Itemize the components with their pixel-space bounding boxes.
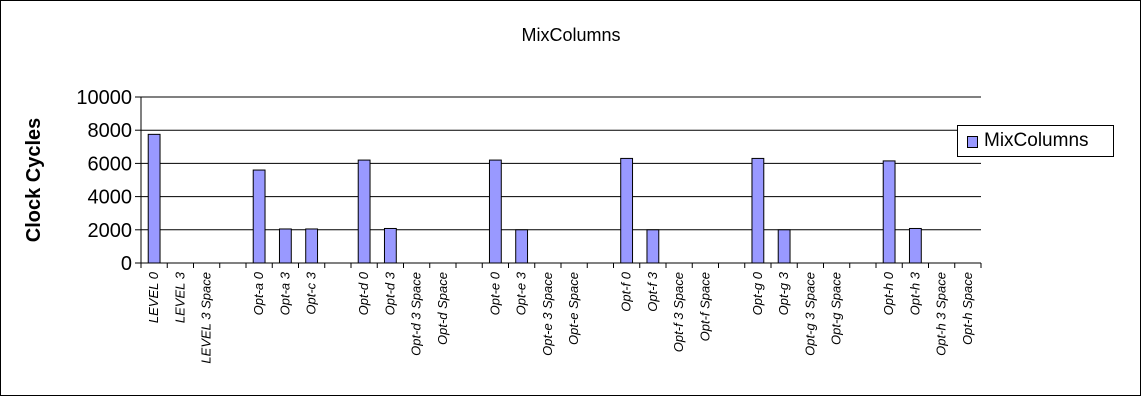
- bar: [278, 228, 292, 264]
- x-tick-label: Opt-e 3 Space: [540, 272, 555, 356]
- x-tick-label: LEVEL 0: [146, 271, 161, 323]
- y-tick-label: 4000: [88, 187, 133, 209]
- y-tick-label: 2000: [88, 220, 133, 242]
- x-tick-label: LEVEL 3 Space: [199, 272, 214, 364]
- bar: [908, 227, 922, 264]
- x-tick-label: Opt-a 3: [277, 271, 292, 315]
- bar: [646, 229, 660, 264]
- bar: [515, 229, 529, 264]
- bar: [751, 157, 765, 264]
- bar: [777, 229, 791, 264]
- y-axis-label: Clock Cycles: [23, 118, 45, 243]
- bar: [620, 157, 634, 264]
- legend-swatch: [967, 136, 978, 148]
- bar: [252, 169, 266, 264]
- x-tick-label: Opt-d Space: [435, 272, 450, 345]
- x-tick-label: Opt-g 0: [750, 271, 765, 315]
- bar: [882, 160, 896, 264]
- y-tick-label: 0: [121, 253, 132, 275]
- x-tick-label: Opt-f 0: [619, 271, 634, 312]
- x-tick-label: Opt-g Space: [829, 272, 844, 345]
- x-tick-label: Opt-d 3 Space: [409, 272, 424, 356]
- legend-label: MixColumns: [984, 130, 1089, 151]
- x-tick-label: Opt-h 0: [881, 271, 896, 315]
- x-tick-label: Opt-g 3 Space: [802, 272, 817, 356]
- chart-title: MixColumns: [521, 25, 620, 45]
- y-tick-label: 6000: [88, 153, 133, 175]
- x-tick-label: Opt-g 3: [776, 271, 791, 315]
- y-tick-label: 10000: [76, 87, 132, 109]
- x-tick-label: Opt-d 3: [382, 271, 397, 315]
- x-tick-label: Opt-f 3: [645, 271, 660, 312]
- x-tick-label: LEVEL 3: [172, 271, 187, 323]
- bar: [488, 159, 502, 264]
- bar: [147, 133, 161, 264]
- bar: [383, 227, 397, 264]
- x-tick-label: Opt-h Space: [960, 272, 975, 345]
- x-tick-label: Opt-e Space: [566, 272, 581, 345]
- x-tick-label: Opt-e 3: [514, 271, 529, 315]
- x-tick-label: Opt-c 3: [304, 271, 319, 314]
- x-tick-label: Opt-a 0: [251, 271, 266, 315]
- x-tick-label: Opt-d 0: [356, 271, 371, 315]
- x-tick-label: Opt-e 0: [487, 271, 502, 315]
- x-tick-label: Opt-f 3 Space: [671, 272, 686, 352]
- x-tick-label: Opt-h 3: [907, 271, 922, 315]
- y-tick-label: 8000: [88, 120, 133, 142]
- legend: MixColumns: [957, 125, 1114, 157]
- x-tick-label: Opt-h 3 Space: [934, 272, 949, 356]
- x-tick-label: Opt-f Space: [697, 272, 712, 341]
- bar: [305, 228, 319, 264]
- bar: [357, 159, 371, 264]
